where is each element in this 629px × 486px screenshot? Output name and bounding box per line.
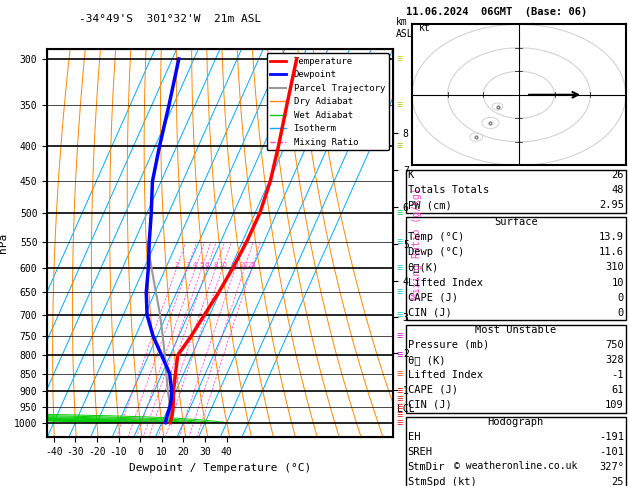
Text: ☰: ☰ (396, 210, 403, 216)
Text: ☰: ☰ (396, 396, 403, 402)
Text: -191: -191 (599, 432, 624, 442)
Text: ☰: ☰ (396, 56, 403, 62)
Text: 26: 26 (611, 170, 624, 180)
Text: 5: 5 (199, 262, 204, 268)
Text: ☰: ☰ (396, 352, 403, 358)
Text: 310: 310 (605, 262, 624, 273)
Text: 61: 61 (611, 385, 624, 395)
Text: ☰: ☰ (396, 419, 403, 426)
Text: ☰: ☰ (396, 239, 403, 245)
Text: LCL: LCL (397, 404, 415, 414)
Text: CAPE (J): CAPE (J) (408, 293, 457, 303)
Text: 3: 3 (185, 262, 189, 268)
Text: SREH: SREH (408, 447, 433, 457)
Text: StmDir: StmDir (408, 462, 445, 472)
Text: -1: -1 (611, 370, 624, 380)
Text: Dewp (°C): Dewp (°C) (408, 247, 464, 258)
Text: Temp (°C): Temp (°C) (408, 232, 464, 243)
Text: ☰: ☰ (396, 404, 403, 410)
Text: 20: 20 (240, 262, 249, 268)
Text: -101: -101 (599, 447, 624, 457)
Legend: Temperature, Dewpoint, Parcel Trajectory, Dry Adiabat, Wet Adiabat, Isotherm, Mi: Temperature, Dewpoint, Parcel Trajectory… (267, 53, 389, 151)
Text: 10: 10 (218, 262, 227, 268)
Text: 15: 15 (231, 262, 240, 268)
Text: 109: 109 (605, 400, 624, 410)
Text: 0: 0 (618, 293, 624, 303)
Text: ☰: ☰ (396, 412, 403, 418)
Text: 13.9: 13.9 (599, 232, 624, 243)
Text: Totals Totals: Totals Totals (408, 185, 489, 195)
Text: 2: 2 (174, 262, 179, 268)
Text: 8: 8 (213, 262, 218, 268)
Text: -34°49'S  301°32'W  21m ASL: -34°49'S 301°32'W 21m ASL (79, 14, 261, 24)
Text: ☰: ☰ (396, 333, 403, 339)
Text: 6: 6 (205, 262, 209, 268)
Text: ☰: ☰ (396, 370, 403, 377)
Text: Mixing Ratio (g/kg): Mixing Ratio (g/kg) (412, 187, 422, 299)
Text: ☰: ☰ (396, 312, 403, 318)
Y-axis label: hPa: hPa (0, 233, 8, 253)
Text: Lifted Index: Lifted Index (408, 278, 482, 288)
Text: 4: 4 (193, 262, 198, 268)
Text: CIN (J): CIN (J) (408, 308, 452, 318)
Text: ☰: ☰ (396, 290, 403, 295)
Text: kt: kt (419, 23, 431, 34)
Text: Surface: Surface (494, 217, 538, 227)
Text: 11.06.2024  06GMT  (Base: 06): 11.06.2024 06GMT (Base: 06) (406, 7, 587, 17)
Text: 2.95: 2.95 (599, 200, 624, 210)
Text: CAPE (J): CAPE (J) (408, 385, 457, 395)
X-axis label: Dewpoint / Temperature (°C): Dewpoint / Temperature (°C) (129, 463, 311, 473)
Text: 750: 750 (605, 340, 624, 350)
Text: 0: 0 (618, 308, 624, 318)
Text: K: K (408, 170, 414, 180)
Text: 328: 328 (605, 355, 624, 365)
Text: km
ASL: km ASL (396, 17, 414, 39)
Text: 11.6: 11.6 (599, 247, 624, 258)
Text: θᴄ(K): θᴄ(K) (408, 262, 439, 273)
Text: ☰: ☰ (396, 265, 403, 271)
Text: 327°: 327° (599, 462, 624, 472)
Text: ☰: ☰ (396, 388, 403, 394)
Text: Hodograph: Hodograph (487, 417, 544, 427)
Text: 25: 25 (611, 477, 624, 486)
Text: 25: 25 (247, 262, 256, 268)
Text: © weatheronline.co.uk: © weatheronline.co.uk (454, 461, 577, 471)
Text: θᴄ (K): θᴄ (K) (408, 355, 445, 365)
Text: StmSpd (kt): StmSpd (kt) (408, 477, 476, 486)
Text: EH: EH (408, 432, 420, 442)
Text: PW (cm): PW (cm) (408, 200, 452, 210)
Text: ☰: ☰ (396, 143, 403, 149)
Text: Most Unstable: Most Unstable (475, 325, 557, 335)
Text: 10: 10 (611, 278, 624, 288)
Text: CIN (J): CIN (J) (408, 400, 452, 410)
Text: Lifted Index: Lifted Index (408, 370, 482, 380)
Text: ☰: ☰ (396, 103, 403, 108)
Text: Pressure (mb): Pressure (mb) (408, 340, 489, 350)
Text: 48: 48 (611, 185, 624, 195)
